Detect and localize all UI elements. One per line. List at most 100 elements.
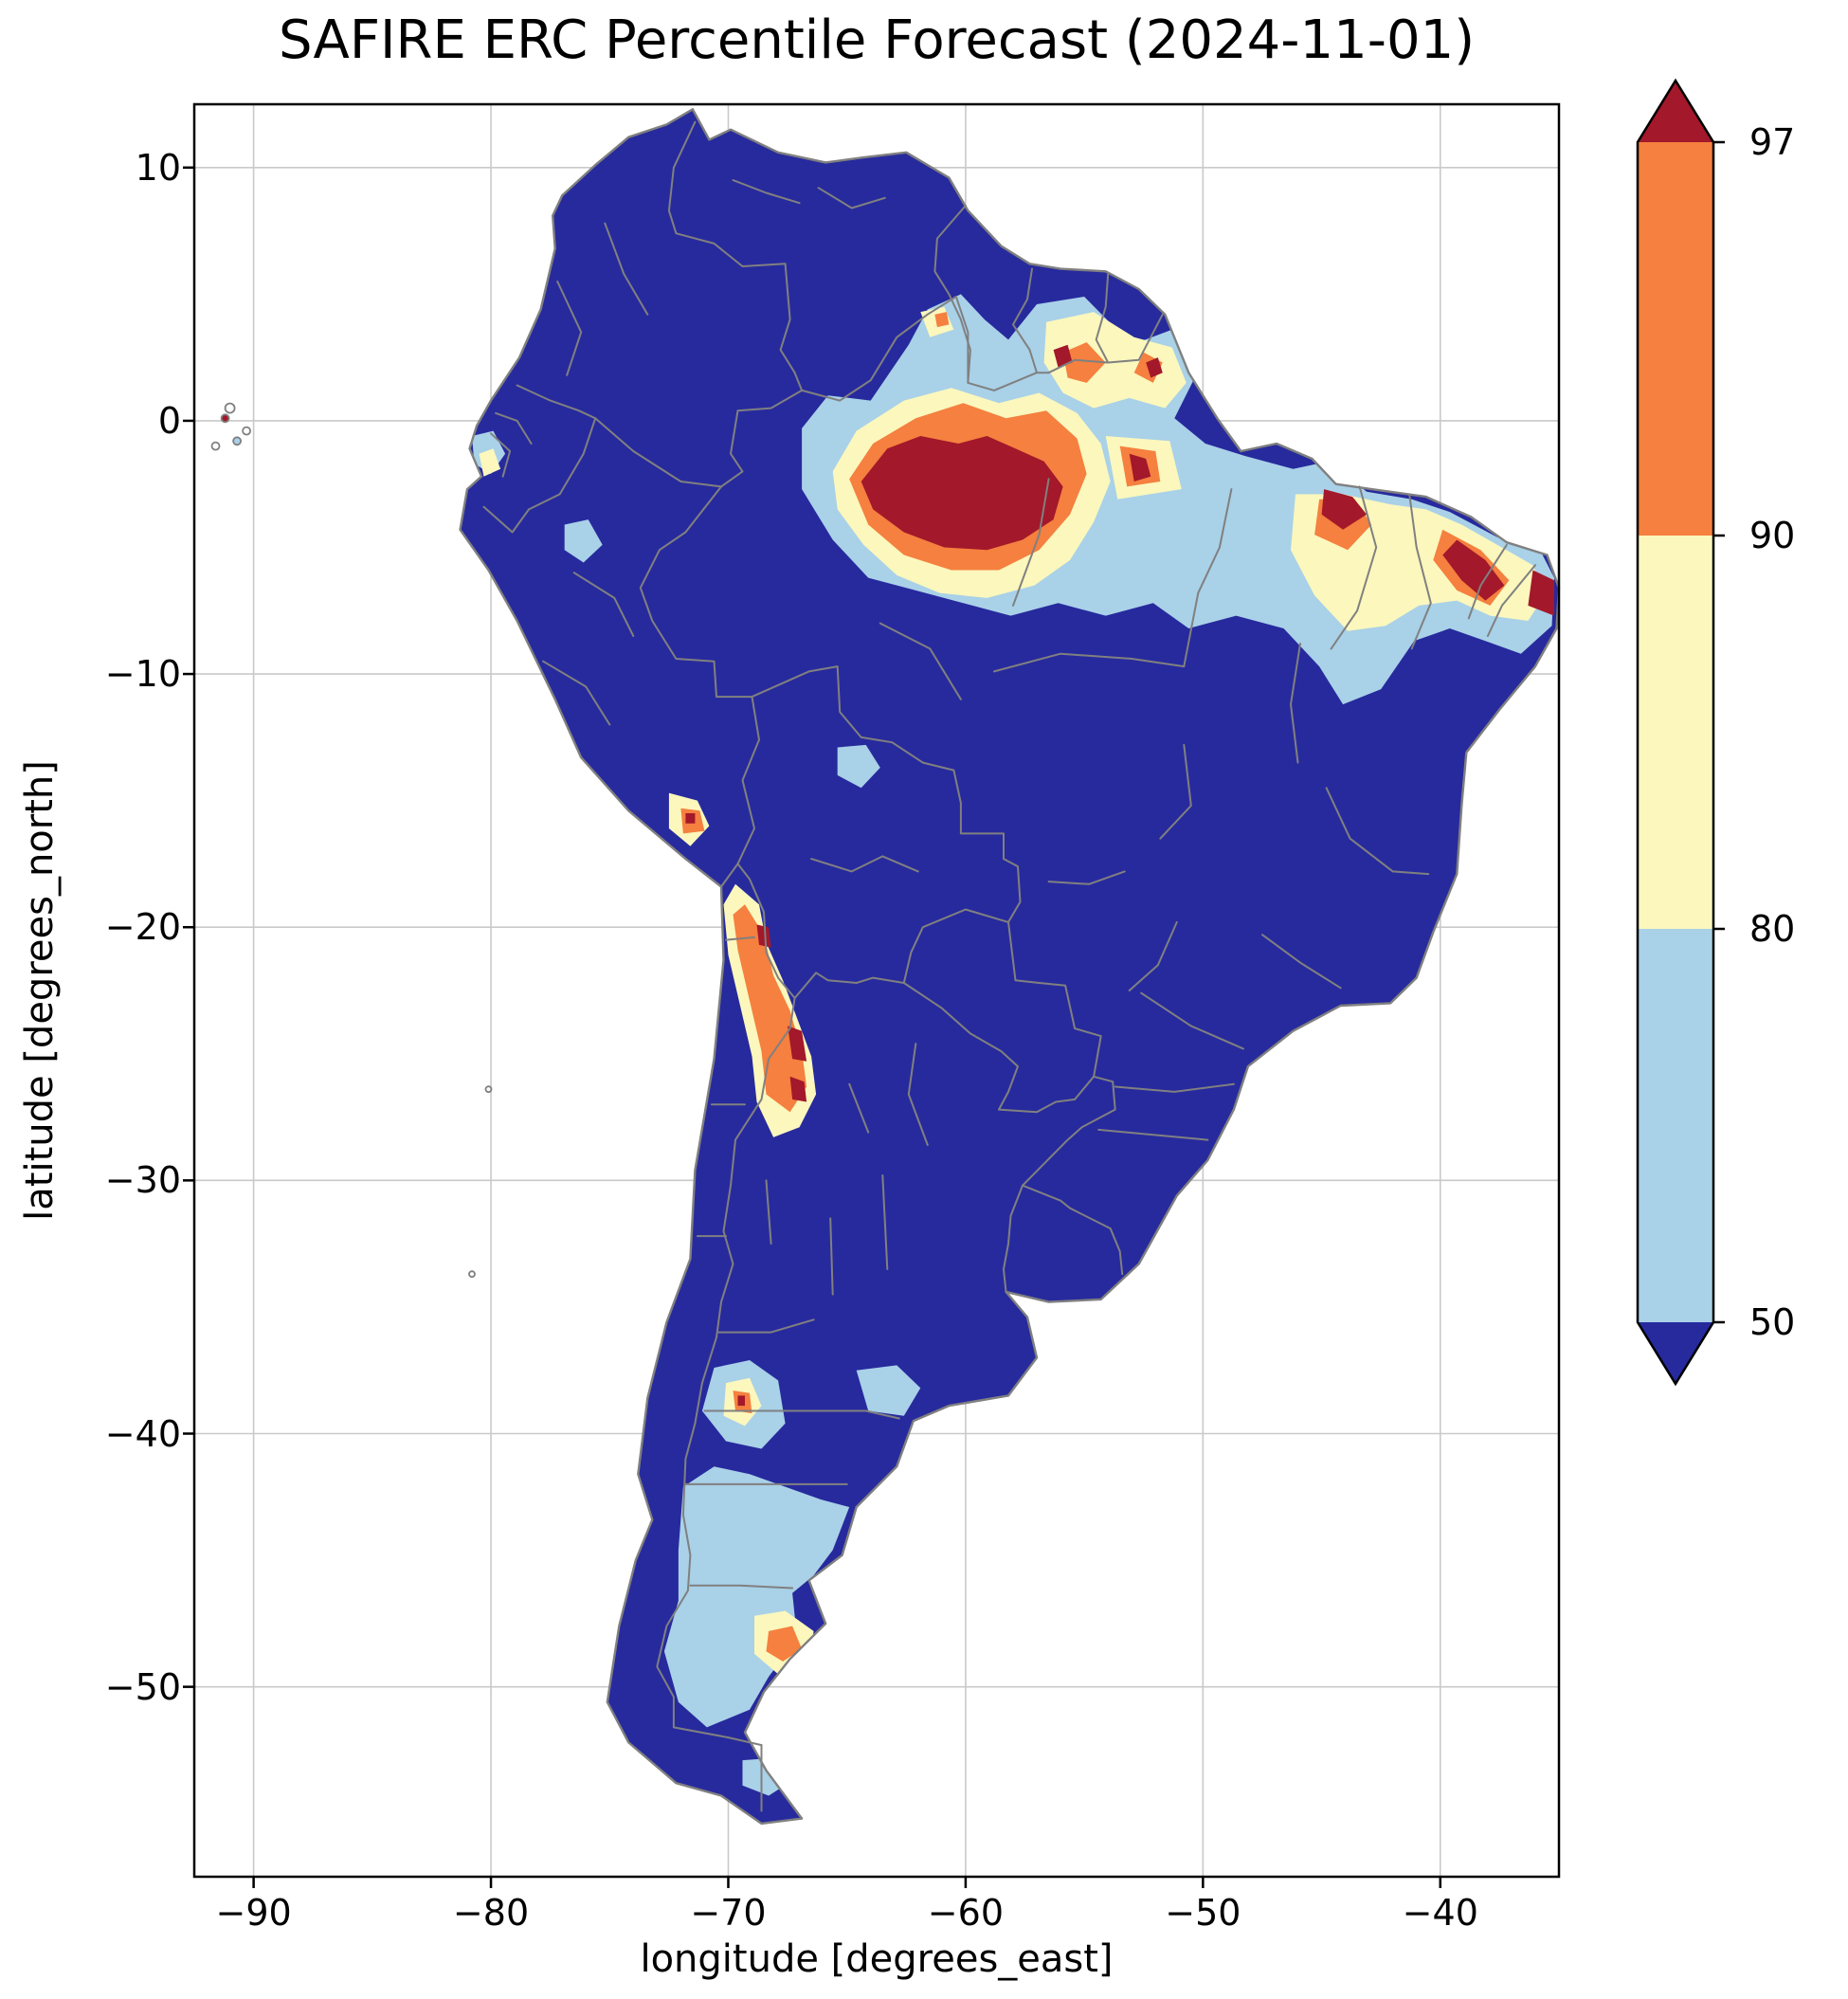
admin-border <box>556 281 583 376</box>
admin-border <box>490 432 512 478</box>
region-ceara-rn <box>1442 539 1505 601</box>
admin-border <box>902 908 1009 984</box>
admin-border <box>810 855 919 873</box>
admin-border <box>516 384 597 420</box>
region-andes-core <box>733 904 807 1113</box>
region-buenos-aires-south <box>856 1365 921 1416</box>
region-amapa-max <box>1129 453 1151 482</box>
admin-border <box>667 120 804 391</box>
region-andes-max-2 <box>788 1026 807 1062</box>
admin-border <box>1330 485 1378 650</box>
admin-border <box>1486 564 1536 637</box>
colorbar <box>1636 78 1725 1387</box>
admin-border <box>717 1318 815 1334</box>
region-guiana-max-1 <box>1053 344 1073 368</box>
x-axis-label: longitude [degrees_east] <box>640 1937 1114 1981</box>
y-tick-label: −40 <box>104 1412 181 1455</box>
admin-border <box>933 204 971 384</box>
admin-border <box>1097 1128 1209 1141</box>
island <box>220 413 230 424</box>
admin-border <box>881 1174 889 1270</box>
colorbar-tick-label: 90 <box>1749 515 1796 556</box>
admin-border <box>902 982 1096 1114</box>
admin-border <box>482 417 597 534</box>
chart-title: SAFIRE ERC Percentile Forecast (2024-11-… <box>278 9 1476 71</box>
map-plot <box>183 102 1561 1888</box>
region-santa-cruz-core <box>766 1626 803 1662</box>
region-guiana-band <box>1043 312 1187 409</box>
island <box>210 441 221 451</box>
region-andes-max-1 <box>756 924 771 948</box>
admin-border <box>703 1409 900 1420</box>
admin-border <box>793 972 905 999</box>
admin-border <box>1467 543 1508 620</box>
admin-border <box>1159 743 1192 840</box>
admin-border <box>1007 920 1102 1078</box>
region-ecuador-spot <box>479 448 501 477</box>
axes-frame <box>192 102 1561 1879</box>
y-tick-label: −30 <box>104 1159 181 1202</box>
x-tick-label: −90 <box>215 1892 292 1934</box>
y-tick-label: −50 <box>104 1665 181 1708</box>
region-patagonia <box>663 1466 850 1728</box>
region-guiana-spot-1 <box>1062 342 1106 383</box>
admin-border <box>1022 1075 1116 1187</box>
admin-border <box>572 572 635 637</box>
admin-border <box>907 1043 929 1146</box>
colorbar-extend-min <box>1638 1322 1713 1384</box>
region-peru-max <box>685 813 696 824</box>
y-tick-label: 0 <box>157 399 181 442</box>
admin-border <box>1140 991 1244 1050</box>
admin-border <box>829 1217 834 1296</box>
admin-border <box>1047 870 1126 885</box>
admin-border <box>1114 1082 1235 1093</box>
admin-border <box>542 660 611 726</box>
y-tick-label: −10 <box>104 653 181 696</box>
region-guiana-max-2 <box>1146 357 1163 378</box>
admin-border <box>879 622 962 700</box>
admin-border <box>1047 313 1164 374</box>
admin-border <box>1261 934 1342 990</box>
admin-border <box>732 179 801 205</box>
admin-border <box>801 296 1050 402</box>
region-neuquen-max <box>737 1395 745 1407</box>
region-roraima-core <box>934 312 950 328</box>
x-tick-label: −50 <box>1165 1892 1241 1934</box>
region-bolivia-lowlands <box>837 744 880 789</box>
x-tick-label: −80 <box>452 1892 530 1934</box>
colorbar-50-80 <box>1638 929 1713 1322</box>
admin-border <box>1003 1184 1024 1293</box>
y-axis-label: latitude [degrees_north] <box>18 760 62 1221</box>
admin-border <box>1012 267 1038 374</box>
region-coast-east-tip <box>1528 570 1554 616</box>
admin-border <box>1128 920 1178 991</box>
admin-border <box>1408 493 1432 650</box>
colorbar-extend-max <box>1638 81 1713 142</box>
admin-border <box>1290 643 1301 764</box>
colorbar-tick-label: 50 <box>1749 1301 1796 1343</box>
y-tick-label: −20 <box>104 906 181 949</box>
admin-border <box>656 997 796 1747</box>
island <box>242 426 251 436</box>
admin-border <box>604 222 649 316</box>
admin-border <box>1095 273 1110 364</box>
colorbar-90-97 <box>1638 142 1713 536</box>
admin-border <box>1325 787 1430 876</box>
admin-border <box>1012 478 1050 607</box>
region-north-peru <box>564 519 603 563</box>
admin-border <box>751 665 1022 923</box>
admin-border <box>1183 488 1233 668</box>
island <box>468 1270 476 1279</box>
admin-border <box>765 1179 772 1245</box>
region-amazon-max <box>861 436 1063 551</box>
x-tick-label: −40 <box>1402 1892 1478 1934</box>
region-andes-max-3 <box>789 1076 807 1102</box>
island <box>484 1085 493 1094</box>
colorbar-tick-label: 97 <box>1749 121 1796 163</box>
admin-border <box>993 652 1186 673</box>
colorbar-80-90 <box>1638 536 1713 929</box>
admin-border <box>1022 1184 1124 1276</box>
admin-border <box>594 417 722 488</box>
island <box>232 436 242 446</box>
